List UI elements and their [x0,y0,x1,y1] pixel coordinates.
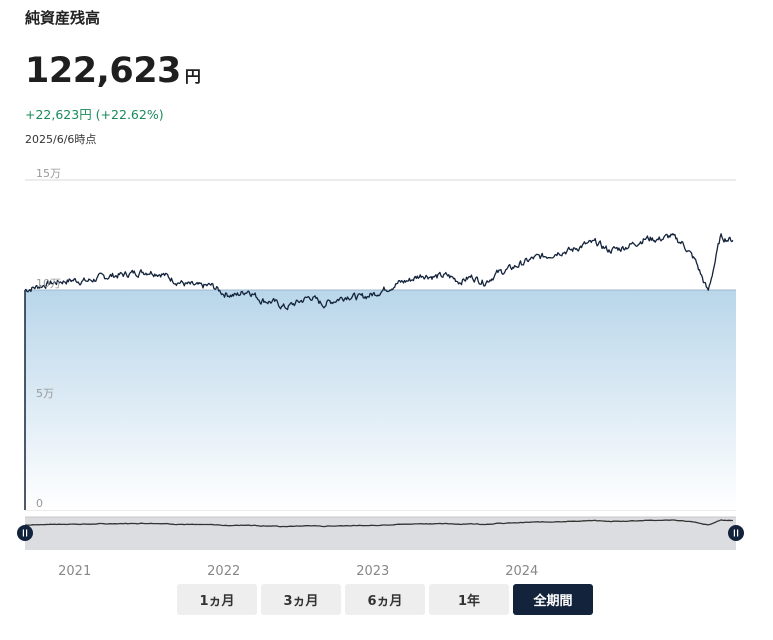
range-selector: 1ヵ月 3ヵ月 6ヵ月 1年 全期間 [177,584,593,615]
y-tick-label-50000: 5万 [36,387,54,400]
range-6-months-button[interactable]: 6ヵ月 [345,584,425,615]
y-tick-label-100000: 10万 [36,277,61,290]
series-line [24,233,734,311]
navigator-left-handle[interactable] [17,525,33,541]
range-3-months-button[interactable]: 3ヵ月 [261,584,341,615]
range-all-button[interactable]: 全期間 [513,584,593,615]
handle-circle [728,525,744,541]
change-amount: +22,623円 (+22.62%) [25,107,164,122]
x-tick-label-2021: 2021 [58,564,91,579]
x-tick-label-2024: 2024 [505,564,538,579]
net-asset-amount: 122,623 [25,51,181,91]
y-tick-label-150000: 15万 [36,167,61,180]
as-of-date: 2025/6/6時点 [25,133,97,146]
net-asset-value: 122,623 円 [25,54,201,89]
range-1-month-button[interactable]: 1ヵ月 [177,584,257,615]
currency-unit: 円 [184,67,201,86]
handle-circle [17,525,33,541]
area-fill [25,290,736,510]
navigator-background [25,517,736,550]
navigator-line [24,519,733,528]
range-1-year-button[interactable]: 1年 [429,584,509,615]
y-tick-label-0: 0 [36,497,43,510]
page-title: 純資産残高 [25,9,101,27]
x-tick-label-2023: 2023 [356,564,389,579]
navigator-right-handle[interactable] [728,525,744,541]
x-tick-label-2022: 2022 [207,564,240,579]
